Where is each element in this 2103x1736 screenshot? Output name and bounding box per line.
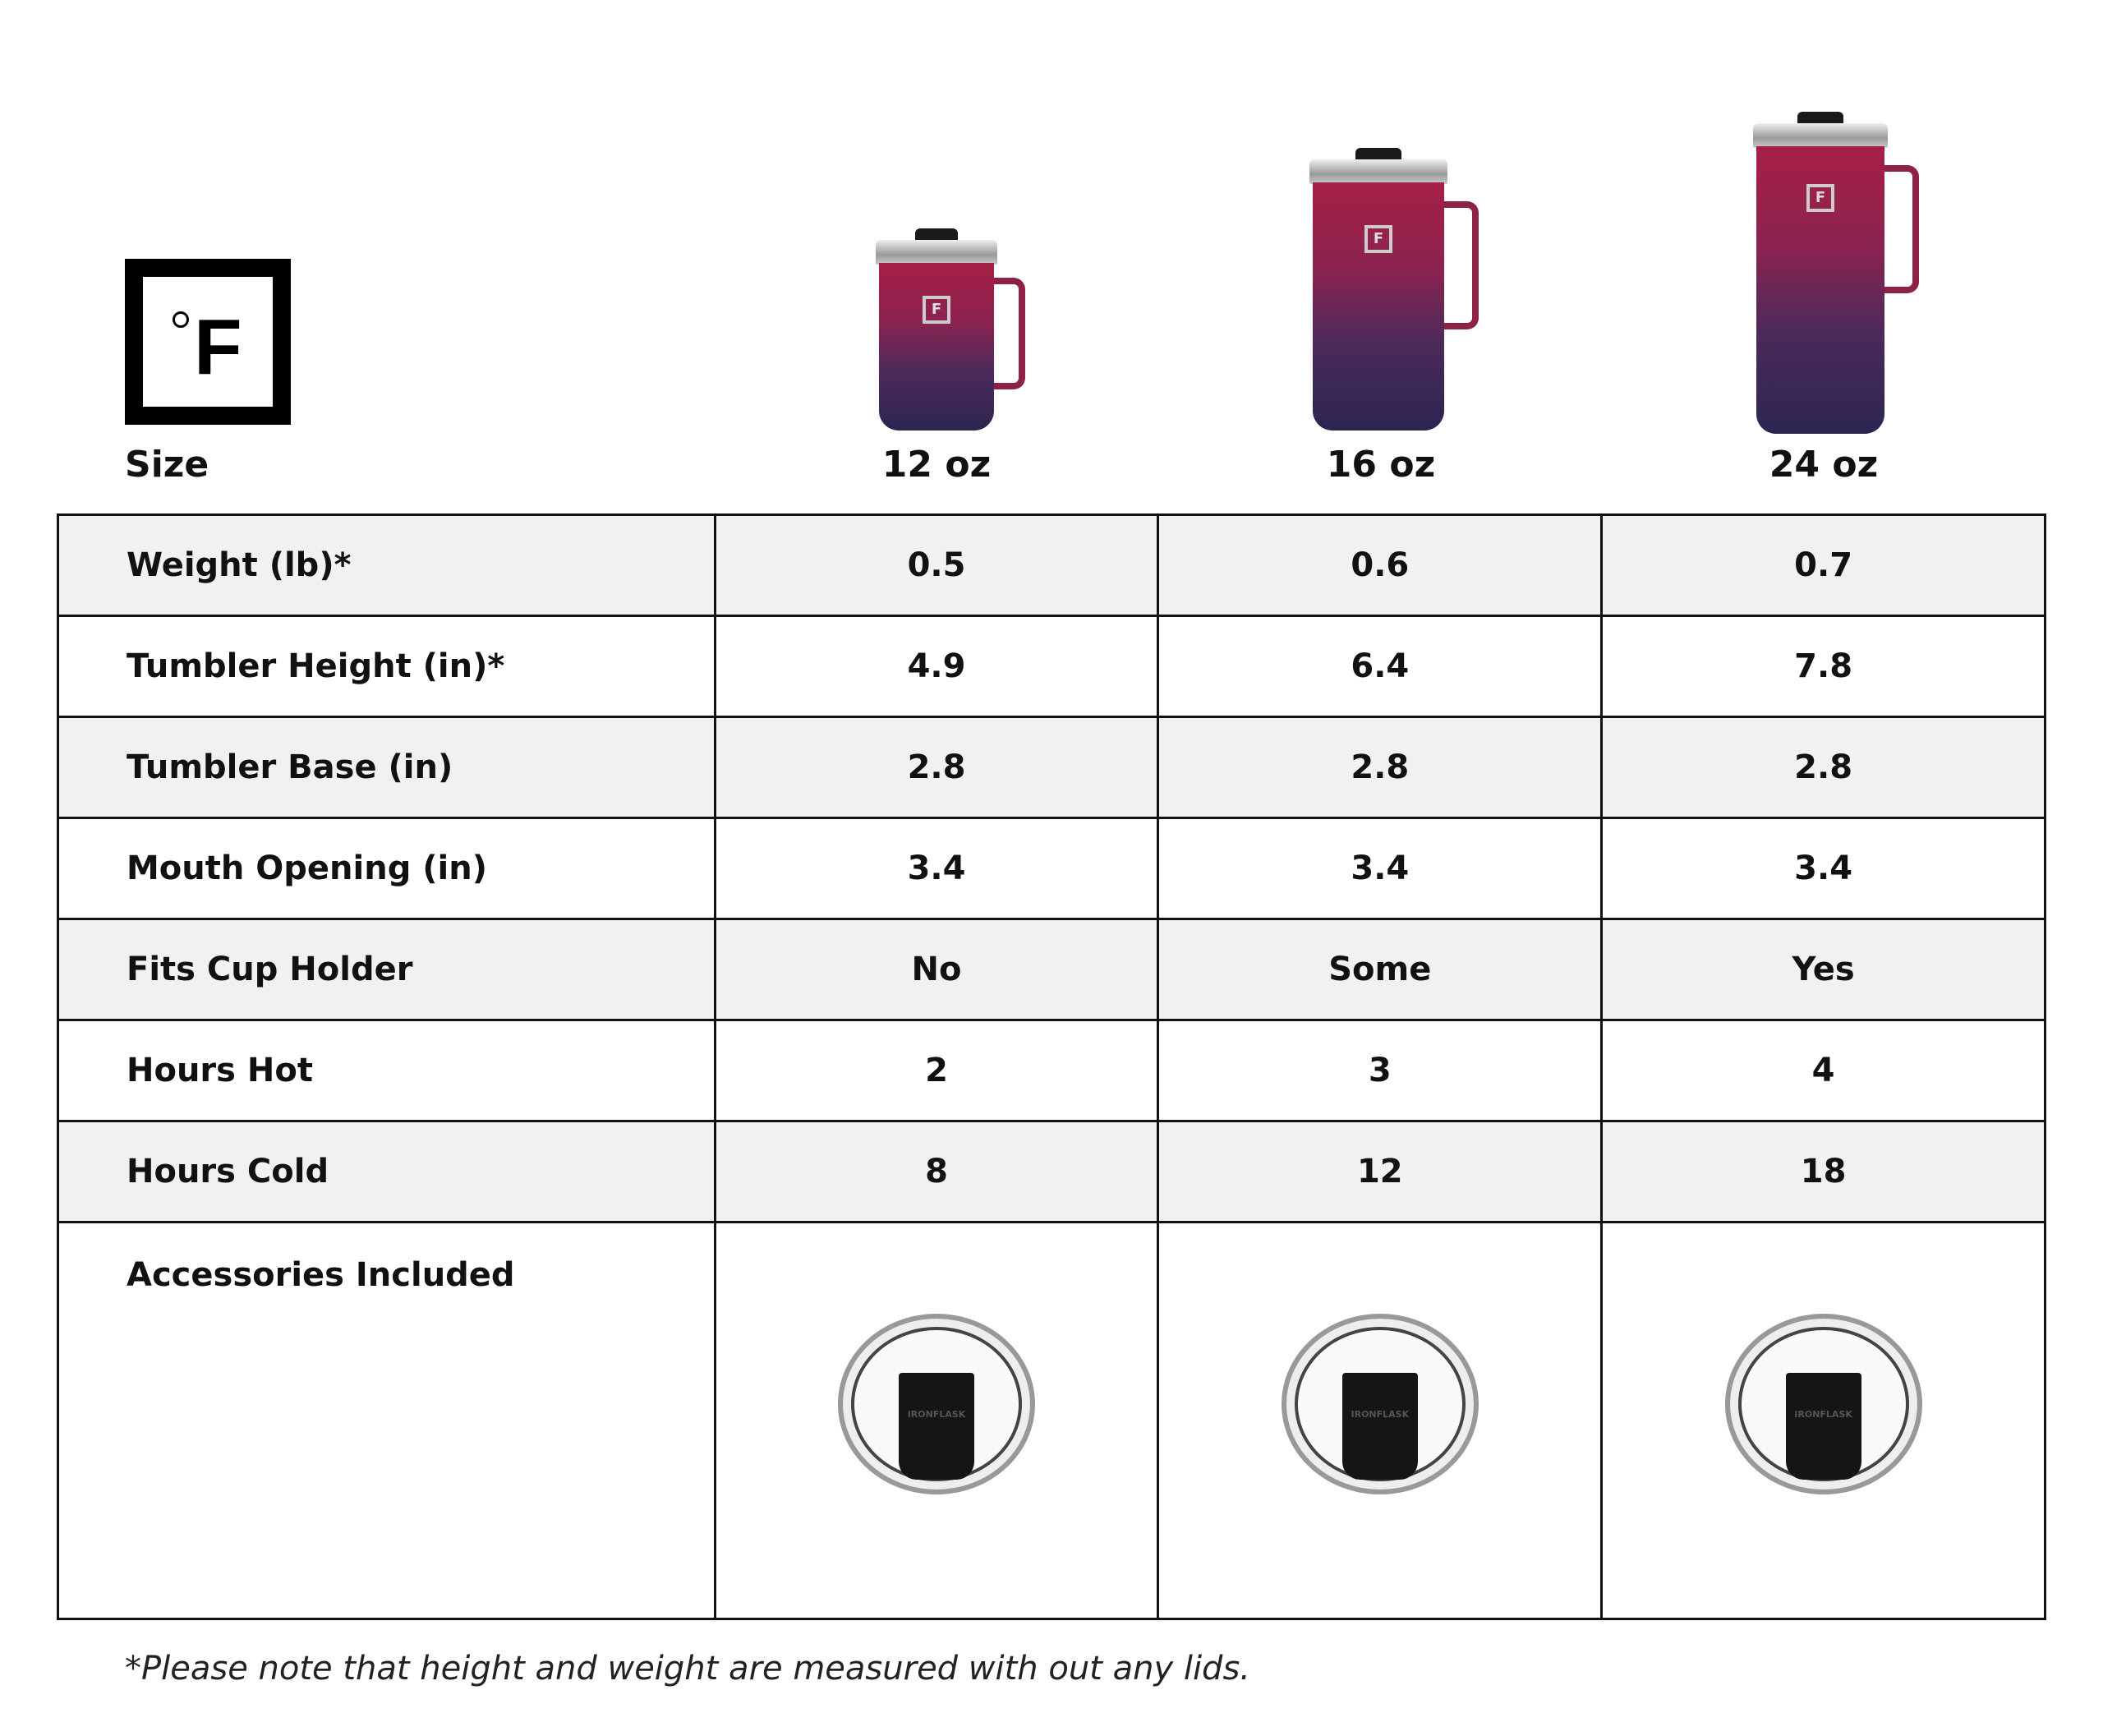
table-row: Hours Cold 8 12 18 [57,1120,2046,1223]
cell: 18 [1600,1120,2046,1223]
table-row: Weight (lb)* 0.5 0.6 0.7 [57,513,2046,617]
row-label: Mouth Opening (in) [57,817,716,920]
logo-letter: F [194,303,242,391]
tumbler-24oz-image: F [1753,112,1919,434]
tumbler-16oz-image: F [1309,148,1479,431]
cell: 3.4 [713,817,1160,920]
cell: 8 [713,1120,1160,1223]
size-12oz: 12 oz [881,444,992,486]
cell: 2 [713,1019,1160,1122]
cell: 4 [1600,1019,2046,1122]
cell: 0.7 [1600,513,2046,617]
row-label: Fits Cup Holder [57,918,716,1021]
brand-logo: F [125,259,291,425]
table-row: Mouth Opening (in) 3.4 3.4 3.4 [57,817,2046,920]
comparison-table: Weight (lb)* 0.5 0.6 0.7 Tumbler Height (in… [57,513,2046,1620]
lid-brand-text: IRONFLASK [907,1409,966,1420]
cell: 0.6 [1157,513,1604,617]
cell: 0.5 [713,513,1160,617]
table-row: Fits Cup Holder No Some Yes [57,918,2046,1021]
cell: Some [1157,918,1604,1021]
cell: No [713,918,1160,1021]
row-label: Tumbler Height (in)* [57,615,716,718]
footnote: *Please note that height and weight are … [125,1650,1250,1688]
size-24oz: 24 oz [1769,444,1879,486]
cell: Yes [1600,918,2046,1021]
cell: IRONFLASK [1600,1221,2046,1620]
lid-brand-text: IRONFLASK [1794,1409,1852,1420]
row-label: Tumbler Base (in) [57,716,716,819]
degree-icon [173,311,189,328]
lid-image: IRONFLASK [1281,1314,1479,1494]
cell: 4.9 [713,615,1160,718]
tumbler-12oz-image: F [876,228,1025,431]
cell: 7.8 [1600,615,2046,718]
row-label: Accessories Included [57,1221,716,1620]
table-row: Hours Hot 2 3 4 [57,1019,2046,1122]
size-16oz: 16 oz [1326,444,1436,486]
cell: 2.8 [1600,716,2046,819]
table-row-accessories: Accessories Included IRONFLASK IRONFLASK… [57,1221,2046,1620]
cell: 12 [1157,1120,1604,1223]
cell: 6.4 [1157,615,1604,718]
table-row: Tumbler Base (in) 2.8 2.8 2.8 [57,716,2046,819]
table-row: Tumbler Height (in)* 4.9 6.4 7.8 [57,615,2046,718]
lid-image: IRONFLASK [1724,1314,1922,1494]
cell: 2.8 [1157,716,1604,819]
cell: 3.4 [1157,817,1604,920]
cell: IRONFLASK [713,1221,1160,1620]
row-label: Weight (lb)* [57,513,716,617]
lid-image: IRONFLASK [838,1314,1036,1494]
cell: 2.8 [713,716,1160,819]
cell: 3 [1157,1019,1604,1122]
lid-brand-text: IRONFLASK [1351,1409,1410,1420]
size-label: Size [125,444,209,486]
row-label: Hours Cold [57,1120,716,1223]
row-label: Hours Hot [57,1019,716,1122]
cell: 3.4 [1600,817,2046,920]
cell: IRONFLASK [1157,1221,1604,1620]
